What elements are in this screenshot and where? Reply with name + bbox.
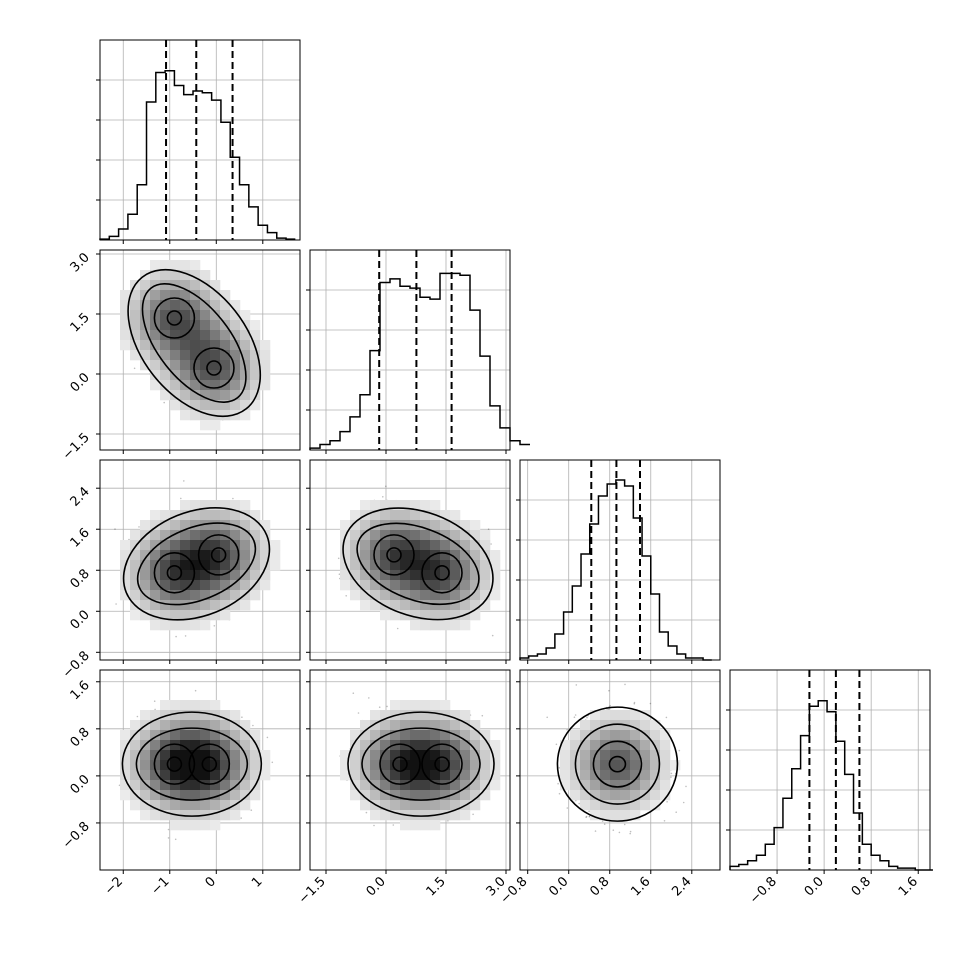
density-cells bbox=[120, 700, 271, 831]
y-tick-label: 0.0 bbox=[68, 608, 93, 633]
x-tick-label: 1 bbox=[249, 874, 265, 890]
y-tick-label: 0.8 bbox=[68, 566, 93, 591]
panel-frame bbox=[99, 39, 301, 241]
histogram-panel-0 bbox=[96, 39, 301, 244]
histogram-step bbox=[99, 69, 296, 240]
y-tick-label: 0.8 bbox=[68, 725, 93, 750]
y-tick-label: 1.5 bbox=[68, 310, 93, 335]
scatter-panel-1-0: −1.5 0.0 1.5 3.0 bbox=[60, 249, 301, 463]
x-tick-label: −1.5 bbox=[296, 874, 329, 907]
histogram-panel-2 bbox=[516, 459, 721, 664]
x-tick-label: 0.8 bbox=[849, 874, 874, 899]
y-tick-label: 0.0 bbox=[68, 370, 93, 395]
scatter-panel-2-0: −0.8 0.0 0.8 1.6 2.4 bbox=[60, 459, 301, 682]
panel-frame bbox=[519, 459, 721, 661]
panel-frame bbox=[99, 669, 301, 871]
contour-lines bbox=[556, 706, 679, 822]
histogram-panel-3: −0.8 0.0 0.8 1.6 bbox=[726, 669, 933, 907]
y-tick-label: 1.6 bbox=[68, 525, 93, 550]
density-cells bbox=[120, 260, 271, 431]
panel-frame bbox=[99, 249, 301, 451]
x-tick-label: 0.0 bbox=[546, 874, 571, 899]
x-tick-label: −1 bbox=[148, 874, 172, 898]
histogram-step bbox=[729, 699, 933, 871]
histogram-step bbox=[309, 272, 530, 450]
y-tick-label: 3.0 bbox=[68, 250, 93, 275]
scatter-panel-3-2: −0.8 0.0 0.8 1.6 2.4 bbox=[498, 669, 721, 907]
x-tick-label: 0.8 bbox=[587, 874, 612, 899]
scatter-panel-3-1: −1.5 0.0 1.5 3.0 bbox=[296, 669, 511, 907]
x-tick-label: −0.8 bbox=[747, 874, 780, 907]
y-tick-label: 2.4 bbox=[68, 484, 93, 509]
x-tick-label: 0 bbox=[203, 874, 219, 890]
panel-frame bbox=[99, 459, 301, 661]
y-tick-label: 1.6 bbox=[68, 678, 93, 703]
contour-lines bbox=[122, 507, 271, 621]
x-tick-label: 0.0 bbox=[364, 874, 389, 899]
density-cells bbox=[120, 500, 281, 631]
contour-lines bbox=[121, 711, 263, 817]
panel-frame bbox=[309, 669, 511, 871]
x-tick-label: −2 bbox=[102, 874, 126, 898]
y-tick-label: −0.8 bbox=[60, 649, 93, 682]
panel-frame bbox=[519, 669, 721, 871]
x-tick-label: 1.6 bbox=[628, 874, 653, 899]
y-tick-label: −1.5 bbox=[60, 430, 93, 463]
contour-lines bbox=[347, 711, 495, 817]
contour-lines bbox=[127, 268, 262, 418]
scatter-panel-3-0: −2 −1 0 1 −0.8 0.0 0.8 1.6 bbox=[60, 669, 301, 898]
histogram-panel-1 bbox=[306, 249, 530, 454]
panel-frame bbox=[729, 669, 931, 871]
scatter-panel-2-1 bbox=[306, 459, 511, 664]
panel-frame bbox=[309, 459, 511, 661]
x-tick-label: 2.4 bbox=[669, 874, 694, 899]
histogram-step bbox=[519, 479, 712, 661]
y-tick-label: −0.8 bbox=[60, 819, 93, 852]
x-tick-label: 1.6 bbox=[896, 874, 921, 899]
y-tick-label: 0.0 bbox=[68, 772, 93, 797]
x-tick-label: 0.0 bbox=[802, 874, 827, 899]
contour-lines bbox=[342, 507, 494, 621]
x-tick-label: 1.5 bbox=[424, 874, 449, 899]
panel-frame bbox=[309, 249, 511, 451]
